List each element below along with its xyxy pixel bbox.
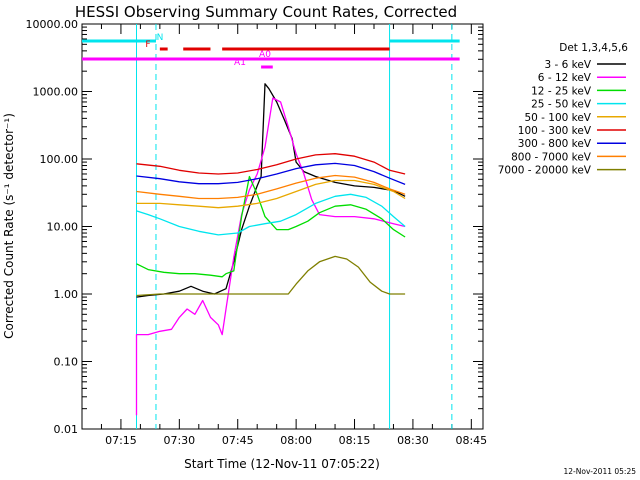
legend-label: 50 - 100 keV: [524, 112, 591, 124]
plot-frame: [81, 23, 484, 430]
flag-bar-label: A0: [259, 50, 271, 60]
y-tick-label: 100.00: [40, 153, 79, 166]
x-tick-label: 07:15: [105, 434, 137, 447]
x-tick-label: 08:15: [339, 434, 371, 447]
series-line: [136, 162, 406, 186]
legend-label: 300 - 800 keV: [518, 138, 592, 150]
flag-bar-label: N: [157, 33, 164, 43]
x-tick-label: 08:30: [397, 434, 429, 447]
x-axis-label: Start Time (12-Nov-11 07:05:22): [184, 457, 380, 471]
y-tick-label: 1.00: [54, 288, 79, 301]
y-tick-label: 0.10: [54, 356, 79, 369]
legend-label: 6 - 12 keV: [538, 72, 592, 84]
series-line: [136, 175, 406, 278]
axes-ticks: 0.01 0.10 1.00 10.00 100.00 1000.00 10000.00 07…: [26, 18, 488, 447]
y-axis-label: Corrected Count Rate (s⁻¹ detector⁻¹): [2, 113, 16, 339]
x-tick-label: 07:45: [222, 434, 254, 447]
series-line: [136, 153, 406, 175]
y-tick-label: 10.00: [47, 221, 79, 234]
legend-label: 12 - 25 keV: [531, 85, 592, 97]
flag-bars: NF A1 A0: [82, 33, 460, 69]
x-tick-label: 08:00: [280, 434, 312, 447]
legend-title: Det 1,3,4,5,6: [559, 42, 628, 54]
series-lines: [135, 83, 406, 416]
series-line: [136, 255, 406, 297]
x-tick-label: 08:45: [455, 434, 487, 447]
series-line: [135, 97, 406, 416]
y-tick-label: 1000.00: [33, 86, 79, 99]
footer-date-stamp: 12-Nov-2011 05:25: [564, 467, 637, 476]
y-tick-label: 0.01: [54, 423, 79, 436]
legend-label: 800 - 7000 keV: [511, 151, 592, 163]
legend-label: 7000 - 20000 keV: [498, 165, 592, 177]
y-tick-label: 10000.00: [26, 18, 79, 31]
series-line: [136, 179, 406, 209]
legend-label: 25 - 50 keV: [531, 99, 592, 111]
chart-title: HESSI Observing Summary Count Rates, Cor…: [75, 3, 457, 21]
flag-bar-label: A1: [234, 58, 246, 68]
series-line: [136, 193, 406, 236]
x-tick-label: 07:30: [163, 434, 195, 447]
flag-bar-label: F: [145, 40, 150, 50]
legend-label: 3 - 6 keV: [544, 59, 591, 71]
legend-label: 100 - 300 keV: [518, 125, 592, 137]
series-line: [136, 174, 406, 200]
